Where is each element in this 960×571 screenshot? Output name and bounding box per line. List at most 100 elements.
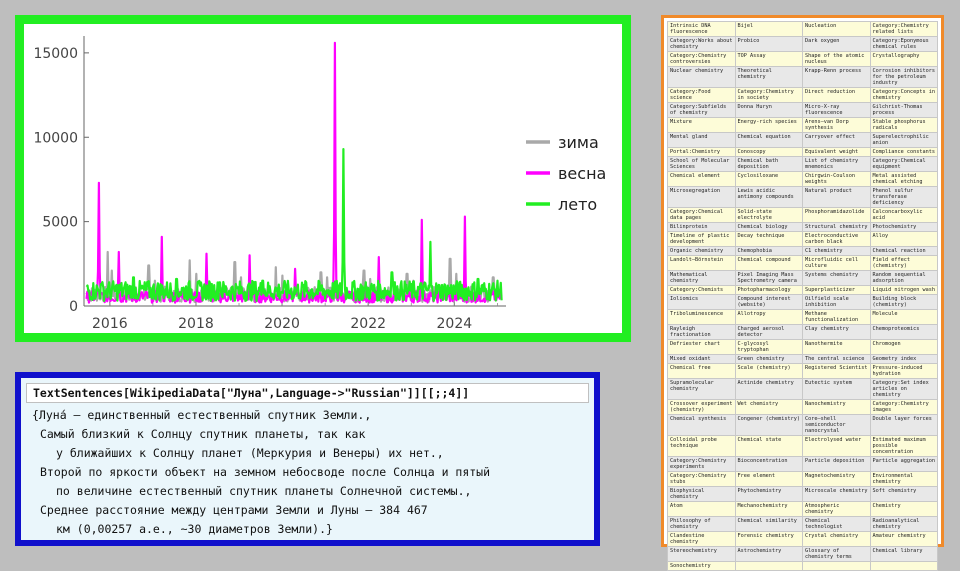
table-cell: Category:Food science [667,87,736,103]
table-cell [802,561,871,571]
table-row: Colloidal probe technique Chemical state E… [667,435,938,457]
legend-label: лето [558,195,597,214]
table-cell: Actinide chemistry [734,378,803,400]
table-cell: Magnetochemistry [802,471,871,487]
table-cell: Nuclear chemistry [667,66,736,88]
table-cell: Mixed oxidant [667,354,736,364]
table-cell: Radioanalytical chemistry [869,516,938,532]
table-cell: Bilinprotein [667,222,736,232]
table-row: Mixed oxidant Green chemistry The central … [667,354,938,364]
table-cell: List of chemistry mnemonics [802,156,871,172]
table-cell: Allotropy [734,309,803,325]
table-cell: School of Molecular Sciences [667,156,736,172]
table-row: Rayleigh fractionation Charged aerosol de… [667,324,938,340]
table-cell: Gilchrist-Thomas process [869,102,938,118]
table-cell: Field effect (chemistry) [869,255,938,271]
output-line: Среднее расстояние между центрами Земли … [40,503,428,517]
table-cell: Organic chemistry [667,246,736,256]
table-cell: Compliance constants [869,147,938,157]
table-row: Microsegregation Lewis acidic antimony co… [667,186,938,208]
table-row: Category:Chemists Photopharmacology Superp… [667,285,938,295]
table-cell: Energy-rich species [734,117,803,133]
table-cell: Equivalent weight [802,147,871,157]
table-cell: Chemical compound [734,255,803,271]
table-cell: Mixture [667,117,736,133]
table-cell: Chemophobia [734,246,803,256]
table-cell: Photopharmacology [734,285,803,295]
table-cell: Chemical library [869,546,938,562]
table-cell: Stereochemistry [667,546,736,562]
table-cell: Eutectic system [802,378,871,400]
table-cell: Category:Concepts in chemistry [869,87,938,103]
table-cell: Chemical free [667,363,736,379]
table-row: Clandestine chemistry Forensic chemistry C… [667,531,938,547]
table-cell: Category:Chemists [667,285,736,295]
table-cell: Probico [734,36,803,52]
table-cell: Category:Chemistry stubs [667,471,736,487]
output-line: по величине естественный спутник планеты… [56,484,472,498]
table-cell: The central science [802,354,871,364]
table-cell: Category:Subfields of chemistry [667,102,736,118]
table-cell: Clay chemistry [802,324,871,340]
table-cell: Sonochemistry [667,561,736,571]
x-tick-label: 2024 [437,316,473,332]
table-cell: Phytochemistry [734,486,803,502]
table-row: Biophysical chemistry Phytochemistry Micro… [667,486,938,502]
table-cell: Supramolecular chemistry [667,378,736,400]
table-row: Bilinprotein Chemical biology Structural c… [667,222,938,232]
code-input-cell[interactable]: TextSentences[WikipediaData["Луна",Langu… [26,383,589,403]
table-cell: Category:Chemistry experiments [667,456,736,472]
table-cell: Estimated maximum possible concentration [869,435,938,457]
table-row: Landolt–Börnstein Chemical compound Microf… [667,255,938,271]
table-cell: Chemical synthesis [667,414,736,436]
code-output-cell: {Луна́ — единственный естественный спутн… [26,403,589,542]
table-cell: Mechanochemistry [734,501,803,517]
table-cell: Methane functionalization [802,309,871,325]
table-cell: Rayleigh fractionation [667,324,736,340]
article-table: Intrinsic DNA fluorescence Bijel Nucleatio… [667,21,938,571]
table-cell: Solid-state electrolyte [734,207,803,223]
y-tick-label: 10000 [33,130,78,146]
table-cell: Carryover effect [802,132,871,148]
table-cell: Molecule [869,309,938,325]
table-cell: Cyclosiloxane [734,171,803,187]
table-cell: Crystallography [869,51,938,67]
table-cell: Clandestine chemistry [667,531,736,547]
table-cell: Forensic chemistry [734,531,803,547]
table-cell: Particle aggregation [869,456,938,472]
table-cell: Triboluminescence [667,309,736,325]
table-row: Category:Chemistry stubs Free element Magn… [667,471,938,487]
table-cell: Calconcarboxylic acid [869,207,938,223]
table-cell: Geometry index [869,354,938,364]
table-cell: Chemistry [869,501,938,517]
table-cell: Chemical bath deposition [734,156,803,172]
table-cell: Ioliomics [667,294,736,310]
table-cell: Corrosion inhibitors for the petroleum i… [869,66,938,88]
x-tick-label: 2022 [350,316,386,332]
table-cell: Timeline of plastic development [667,231,736,247]
table-cell: Chemical similarity [734,516,803,532]
x-tick-label: 2018 [178,316,214,332]
table-cell: Category:Set index articles on chemistry [869,378,938,400]
table-cell: Chirgwin-Coulson weights [802,171,871,187]
y-tick-label: 15000 [33,46,78,62]
chart-panel: 0 5000 10000 15000 2016 2018 2020 2022 2024 зима в… [15,15,631,342]
table-cell: Direct reduction [802,87,871,103]
table-row: Mixture Energy-rich species Arens–van Dorp… [667,117,938,133]
table-cell: Chemical element [667,171,736,187]
table-cell: Chemical reaction [869,246,938,256]
table-cell: Bioconcentration [734,456,803,472]
table-cell: Electroconductive carbon black [802,231,871,247]
table-row: Supramolecular chemistry Actinide chemist… [667,378,938,400]
output-line: у ближайших к Солнцу планет (Меркурия и … [56,446,444,460]
table-row: Chemical element Cyclosiloxane Chirgwin-Co… [667,171,938,187]
series-line-3 [85,148,503,302]
table-cell: Nucleation [802,21,871,37]
table-cell: Chemical equation [734,132,803,148]
output-line: Второй по яркости объект на земном небос… [40,465,491,479]
table-row: Crossover experiment (chemistry) Wet chem… [667,399,938,415]
table-row: Category:Chemical data pages Solid-state … [667,207,938,223]
table-cell: Conoscopy [734,147,803,157]
table-cell: Portal:Chemistry [667,147,736,157]
table-row: Atom Mechanochemistry Atmospheric chemistr… [667,501,938,517]
